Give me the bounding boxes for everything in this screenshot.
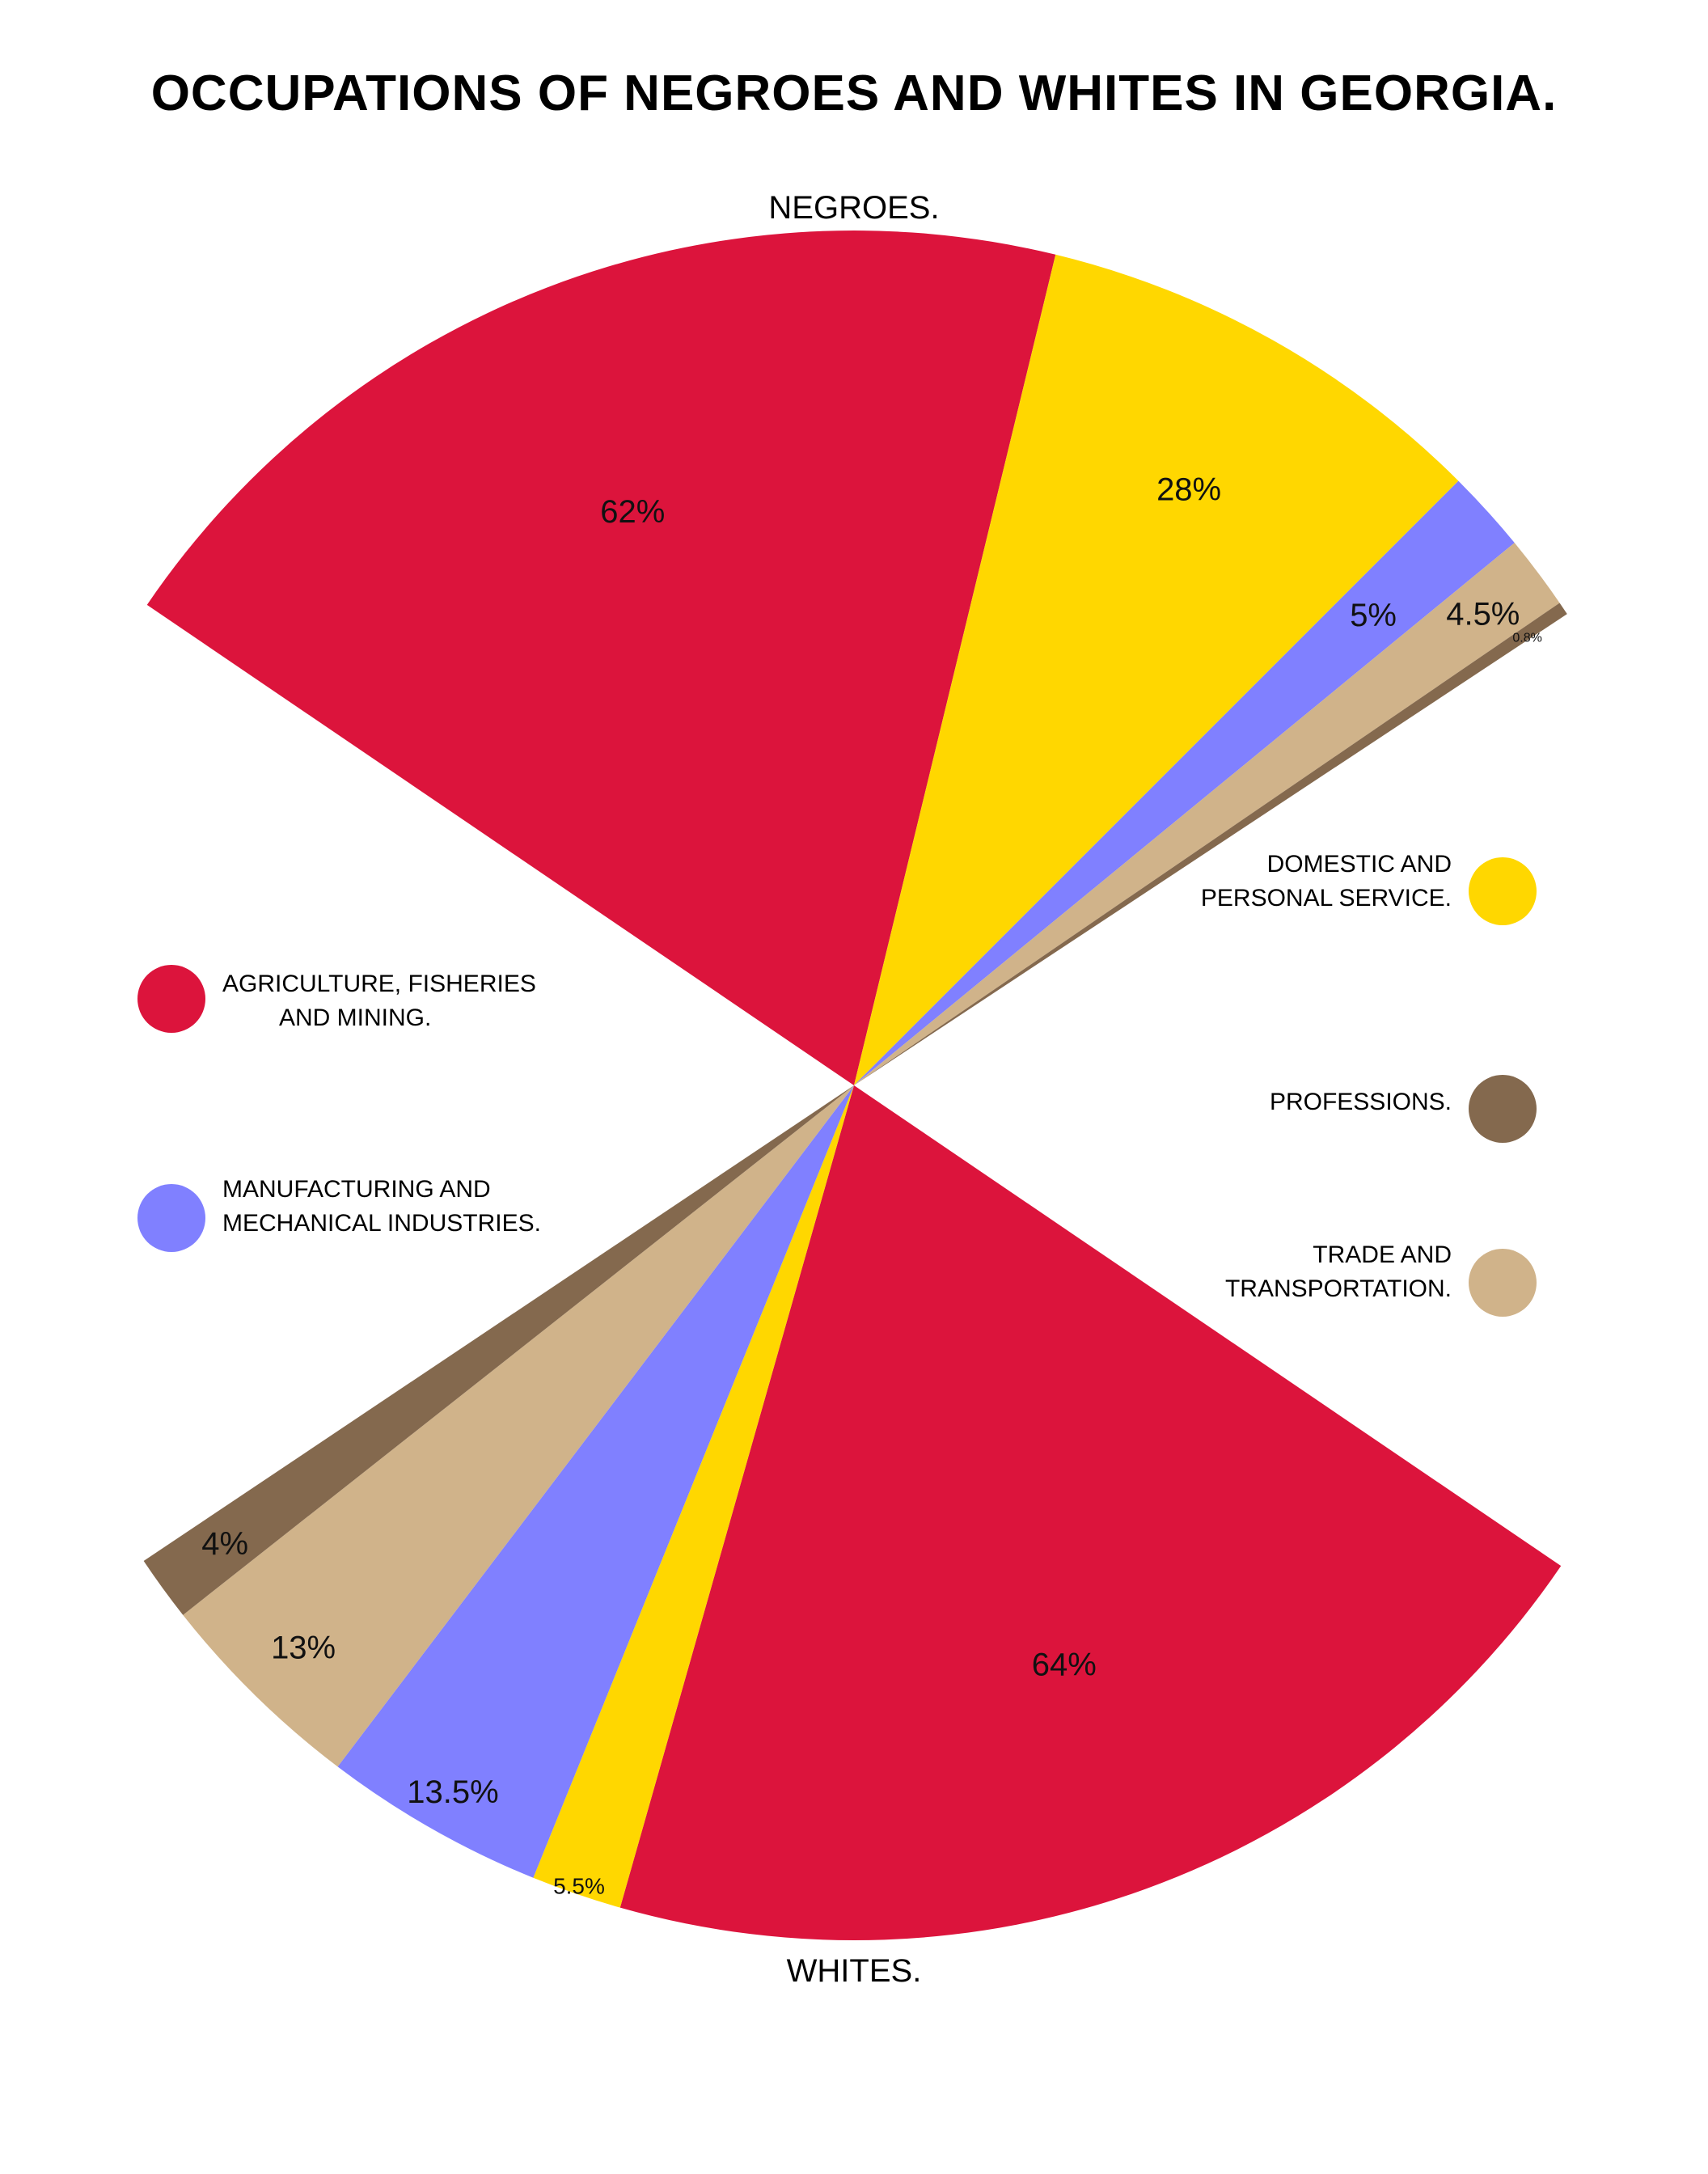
slice-negroes-agriculture-fisheries-and-mining <box>146 231 1056 1086</box>
label-whites-domestic-and-personal-service: 5.5% <box>553 1874 605 1899</box>
label-whites-agriculture-fisheries-and-mining: 64% <box>1032 1647 1097 1682</box>
label-whites-professions: 4% <box>201 1526 248 1562</box>
legend-swatch-domestic-and-personal-service <box>1469 857 1537 925</box>
slice-whites-manufacturing-and-mechanical-industries <box>337 1085 854 1878</box>
legend-swatch-manufacturing-and-mechanical-industries <box>137 1184 205 1252</box>
pie-slices <box>143 231 1567 1940</box>
label-negroes-manufacturing-and-mechanical-industries: 5% <box>1350 598 1397 633</box>
label-negroes-professions: 0.8% <box>1512 631 1541 645</box>
slice-negroes-trade-and-transportation <box>854 543 1560 1085</box>
label-negroes-domestic-and-personal-service: 28% <box>1156 472 1221 508</box>
legend-label-professions: PROFESSIONS. <box>1270 1089 1452 1115</box>
slice-whites-agriculture-fisheries-and-mining <box>619 1085 1562 1940</box>
slice-negroes-domestic-and-personal-service <box>854 254 1459 1085</box>
group-label-negroes: NEGROES. <box>768 190 939 226</box>
legend-swatch-trade-and-transportation <box>1469 1249 1537 1317</box>
group-label-whites: WHITES. <box>787 1953 922 1989</box>
legend: AGRICULTURE, FISHERIES AND MINING. MANUFAC… <box>137 851 1537 1317</box>
label-whites-trade-and-transportation: 13% <box>271 1630 336 1665</box>
legend-swatch-professions <box>1469 1075 1537 1143</box>
slice-negroes-manufacturing-and-mechanical-industries <box>854 480 1515 1085</box>
legend-label-manufacturing-and-mechanical-industries: MANUFACTURING AND MECHANICAL INDUSTRIES. <box>222 1176 541 1237</box>
label-negroes-trade-and-transportation: 4.5% <box>1446 596 1520 632</box>
slice-whites-professions <box>143 1085 854 1615</box>
slice-whites-trade-and-transportation <box>183 1085 854 1767</box>
label-negroes-agriculture-fisheries-and-mining: 62% <box>600 494 665 530</box>
legend-label-domestic-and-personal-service: DOMESTIC AND PERSONAL SERVICE. <box>1201 851 1452 911</box>
label-whites-manufacturing-and-mechanical-industries: 13.5% <box>407 1774 498 1810</box>
legend-swatch-agriculture-fisheries-and-mining <box>137 965 205 1033</box>
slice-negroes-professions <box>854 603 1567 1085</box>
slice-labels: 62% 28% 5% 4.5%0.8% 64% 5.5% 13.5% 13% 4% <box>201 472 1542 1899</box>
legend-label-trade-and-transportation: TRADE AND TRANSPORTATION. <box>1225 1241 1452 1302</box>
slice-whites-domestic-and-personal-service <box>533 1085 854 1908</box>
chart-title: OCCUPATIONS OF NEGROES AND WHITES IN GEO… <box>151 66 1558 121</box>
legend-label-agriculture-fisheries-and-mining: AGRICULTURE, FISHERIES AND MINING. <box>222 971 536 1031</box>
